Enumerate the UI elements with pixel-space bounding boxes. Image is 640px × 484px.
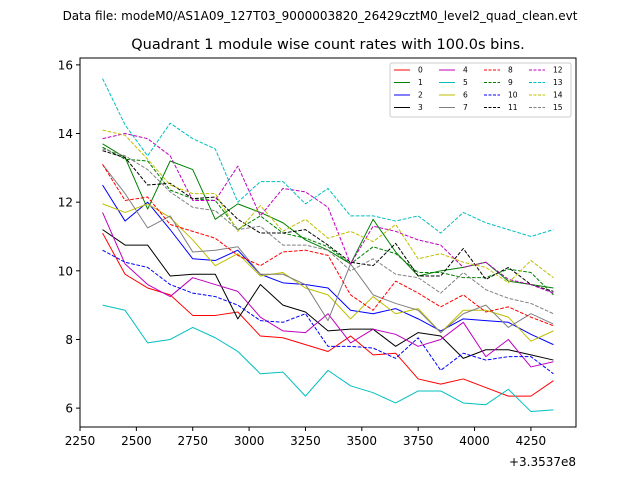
- y-tick-label-12: 12: [58, 196, 73, 210]
- legend-label-10: 10: [508, 91, 518, 100]
- x-tick-label-3500: 3500: [347, 434, 378, 448]
- legend-box: [389, 62, 572, 118]
- chart-title: Quadrant 1 module wise count rates with …: [131, 37, 525, 53]
- legend-label-5: 5: [463, 78, 468, 87]
- x-tick-label-2750: 2750: [177, 434, 208, 448]
- series-line-4: [102, 212, 554, 368]
- legend-label-7: 7: [463, 103, 468, 112]
- y-tick-label-16: 16: [58, 58, 73, 72]
- x-tick-label-2500: 2500: [121, 434, 152, 448]
- series-line-13: [102, 78, 554, 237]
- series-line-12: [102, 133, 554, 294]
- legend-label-15: 15: [553, 103, 563, 112]
- series-line-1: [102, 143, 554, 289]
- series-line-9: [102, 146, 554, 296]
- y-tick-label-8: 8: [65, 333, 73, 347]
- legend-label-8: 8: [508, 66, 513, 75]
- legend-label-1: 1: [418, 78, 423, 87]
- y-tick-label-14: 14: [58, 127, 73, 141]
- series-line-10: [102, 249, 554, 375]
- legend-label-6: 6: [463, 91, 468, 100]
- legend-label-11: 11: [508, 103, 518, 112]
- legend-label-14: 14: [553, 91, 563, 100]
- legend-label-9: 9: [508, 78, 513, 87]
- legend-label-0: 0: [418, 66, 423, 75]
- x-tick-label-4000: 4000: [459, 434, 490, 448]
- plot-area: 2250 2500 2750 3000 3250 3500 3750 4000 4250+3.3…: [58, 57, 577, 469]
- legend-label-2: 2: [418, 91, 423, 100]
- x-tick-label-2250: 2250: [65, 434, 96, 448]
- figure-suptitle: Data file: modeM0/AS1A09_127T03_90000038…: [63, 9, 578, 23]
- series-line-5: [102, 304, 554, 413]
- x-tick-label-3750: 3750: [403, 434, 434, 448]
- series-line-15: [102, 148, 554, 315]
- series-line-14: [102, 129, 554, 284]
- x-tick-label-3250: 3250: [290, 434, 321, 448]
- y-tick-label-6: 6: [65, 402, 73, 416]
- x-offset-label: +3.3537e8: [509, 455, 576, 469]
- series-line-8: [102, 164, 554, 327]
- series-line-11: [102, 150, 554, 292]
- legend-label-3: 3: [418, 103, 423, 112]
- series-line-6: [102, 203, 554, 342]
- plot-frame: [79, 57, 577, 428]
- series-line-7: [102, 164, 554, 334]
- series-line-3: [102, 229, 554, 361]
- x-tick-label-4250: 4250: [516, 434, 547, 448]
- legend-label-12: 12: [553, 66, 563, 75]
- series-line-0: [102, 232, 554, 397]
- legend-label-13: 13: [553, 78, 563, 87]
- x-tick-label-3000: 3000: [234, 434, 265, 448]
- legend-label-4: 4: [463, 66, 468, 75]
- y-tick-label-10: 10: [58, 264, 73, 278]
- series-line-2: [102, 184, 554, 346]
